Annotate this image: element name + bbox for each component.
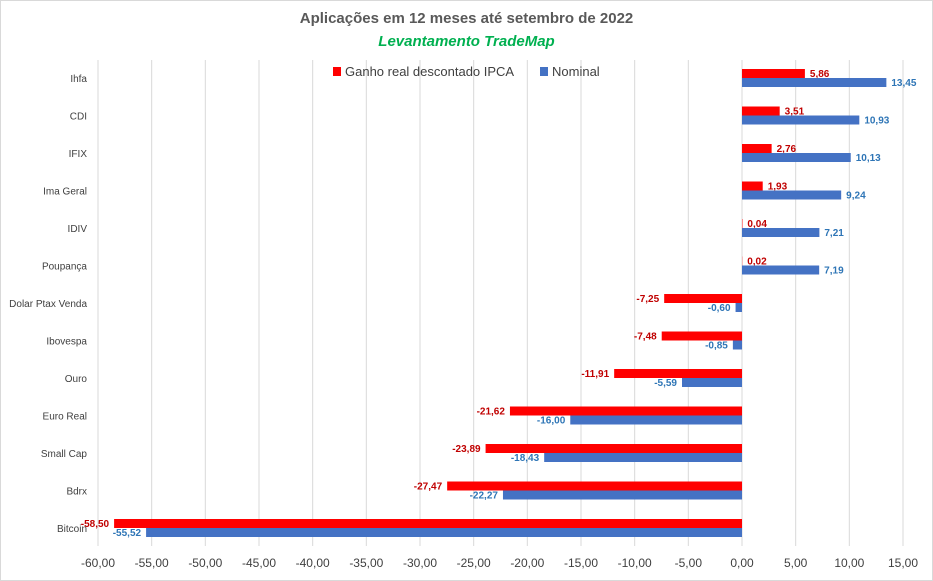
chart-subtitle: Levantamento TradeMap <box>378 33 555 50</box>
chart-title: Aplicações em 12 meses até setembro de 2… <box>299 10 634 27</box>
category-label: Ouro <box>65 374 88 385</box>
bar-nominal <box>742 115 860 125</box>
legend-swatch <box>540 67 548 76</box>
bar-real <box>742 106 780 116</box>
category-label: Ima Geral <box>43 187 87 198</box>
category-label: IFIX <box>69 149 88 160</box>
data-label: -58,50 <box>81 519 110 530</box>
bar-real <box>485 444 742 453</box>
category-label: Dolar Ptax Venda <box>9 299 87 310</box>
bar-nominal <box>682 378 742 387</box>
bar-nominal <box>742 265 820 275</box>
data-label: 7,21 <box>824 228 844 239</box>
data-label: 10,93 <box>864 116 889 127</box>
bar-nominal <box>544 453 742 462</box>
category-label: Poupança <box>42 262 87 273</box>
data-label: -18,43 <box>511 453 540 464</box>
data-label: 2,76 <box>777 144 797 155</box>
data-label: 3,51 <box>785 107 805 118</box>
x-tick-label: -40,00 <box>296 556 330 570</box>
x-tick-label: -35,00 <box>349 556 383 570</box>
data-label: -7,25 <box>636 294 659 305</box>
bar-nominal <box>742 153 851 162</box>
data-label: -16,00 <box>537 416 566 427</box>
x-tick-label: -25,00 <box>457 556 491 570</box>
bar-real <box>509 406 742 416</box>
bar-real <box>742 181 763 191</box>
x-tick-label: -10,00 <box>618 556 652 570</box>
data-label: -22,27 <box>470 491 499 502</box>
legend-label: Nominal <box>552 64 600 79</box>
bar-real <box>114 519 743 528</box>
bar-nominal <box>570 415 742 425</box>
data-label: -55,52 <box>113 528 142 539</box>
bar-real <box>614 369 742 378</box>
data-label: -7,48 <box>634 332 657 343</box>
data-label: 0,04 <box>747 219 767 230</box>
x-tick-label: 0,00 <box>730 556 754 570</box>
data-label: 5,86 <box>810 69 830 80</box>
bar-real <box>661 331 742 341</box>
x-tick-label: -15,00 <box>564 556 598 570</box>
category-label: CDI <box>70 112 87 123</box>
x-tick-label: -20,00 <box>510 556 544 570</box>
bar-nominal <box>742 190 842 200</box>
bar-nominal <box>502 490 742 500</box>
data-label: -5,59 <box>654 378 677 389</box>
bar-nominal <box>732 340 742 350</box>
data-label: 9,24 <box>846 191 866 202</box>
x-tick-label: -60,00 <box>81 556 115 570</box>
x-tick-label: -55,00 <box>135 556 169 570</box>
bar-nominal <box>735 303 742 312</box>
category-label: Bdrx <box>66 487 87 498</box>
x-tick-label: -50,00 <box>188 556 222 570</box>
bar-real <box>742 144 772 153</box>
category-label: Small Cap <box>41 449 88 460</box>
x-tick-label: -30,00 <box>403 556 437 570</box>
data-label: 10,13 <box>856 153 881 164</box>
bar-real <box>742 69 805 78</box>
data-label: 7,19 <box>824 266 844 277</box>
bar-nominal <box>742 78 887 87</box>
data-label: -11,91 <box>581 369 609 380</box>
data-label: 0,02 <box>747 257 767 268</box>
x-tick-label: 5,00 <box>784 556 808 570</box>
bar-real <box>447 481 742 491</box>
bar-nominal <box>742 228 820 237</box>
data-label: -27,47 <box>414 482 443 493</box>
category-label: Ibovespa <box>46 337 87 348</box>
legend-swatch <box>333 67 341 76</box>
data-label: -0,85 <box>705 341 728 352</box>
category-label: IDIV <box>68 224 88 235</box>
data-label: -21,62 <box>477 407 506 418</box>
data-label: -23,89 <box>452 444 481 455</box>
category-label: Bitcoin <box>57 524 87 535</box>
x-tick-label: -5,00 <box>675 556 703 570</box>
x-tick-label: -45,00 <box>242 556 276 570</box>
category-label: Euro Real <box>43 412 87 423</box>
category-label: Ihfa <box>70 74 87 85</box>
bar-nominal <box>146 528 742 537</box>
data-label: -0,60 <box>708 303 731 314</box>
legend-label: Ganho real descontado IPCA <box>345 64 514 79</box>
bar-real <box>664 294 742 303</box>
x-tick-label: 15,00 <box>888 556 918 570</box>
data-label: 1,93 <box>768 182 788 193</box>
data-label: 13,45 <box>891 78 916 89</box>
x-tick-label: 10,00 <box>834 556 864 570</box>
